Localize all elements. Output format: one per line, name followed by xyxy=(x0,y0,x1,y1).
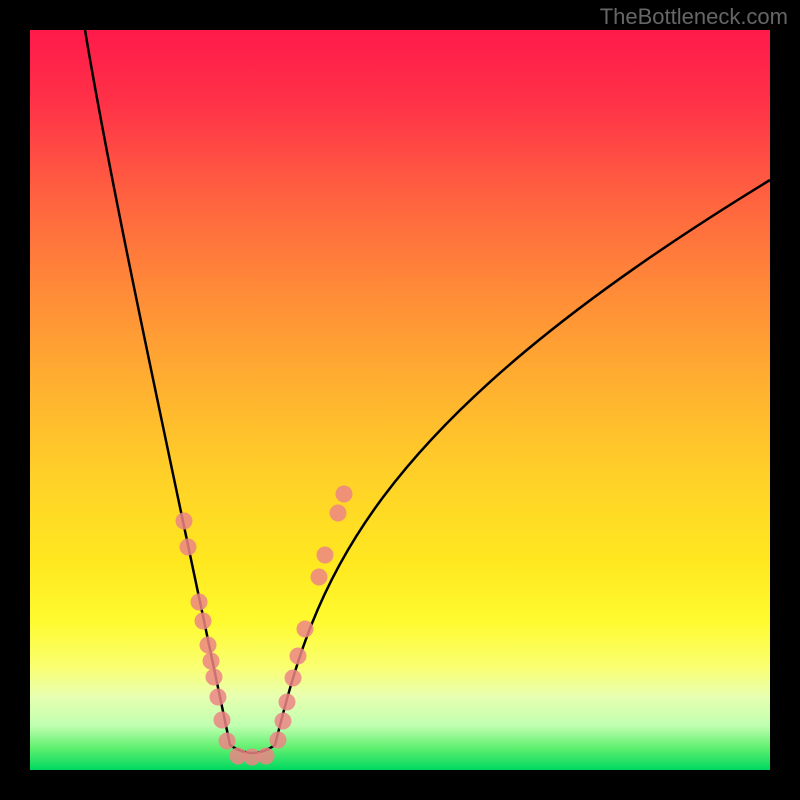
data-marker xyxy=(180,539,197,556)
data-marker xyxy=(290,648,307,665)
data-marker xyxy=(200,637,217,654)
data-marker xyxy=(275,713,292,730)
data-marker xyxy=(330,505,347,522)
data-marker xyxy=(279,694,296,711)
plot-background xyxy=(30,30,770,770)
bottleneck-chart xyxy=(0,0,800,800)
chart-container: TheBottleneck.com xyxy=(0,0,800,800)
data-marker xyxy=(297,621,314,638)
data-marker xyxy=(270,732,287,749)
data-marker xyxy=(203,653,220,670)
data-marker xyxy=(311,569,328,586)
data-marker xyxy=(191,594,208,611)
data-marker xyxy=(317,547,334,564)
data-marker xyxy=(210,689,227,706)
data-marker xyxy=(336,486,353,503)
data-marker xyxy=(195,613,212,630)
data-marker xyxy=(214,712,231,729)
watermark-text: TheBottleneck.com xyxy=(600,4,788,30)
data-marker xyxy=(219,733,236,750)
data-marker xyxy=(176,513,193,530)
data-marker xyxy=(285,670,302,687)
data-marker xyxy=(206,669,223,686)
data-marker xyxy=(258,748,275,765)
